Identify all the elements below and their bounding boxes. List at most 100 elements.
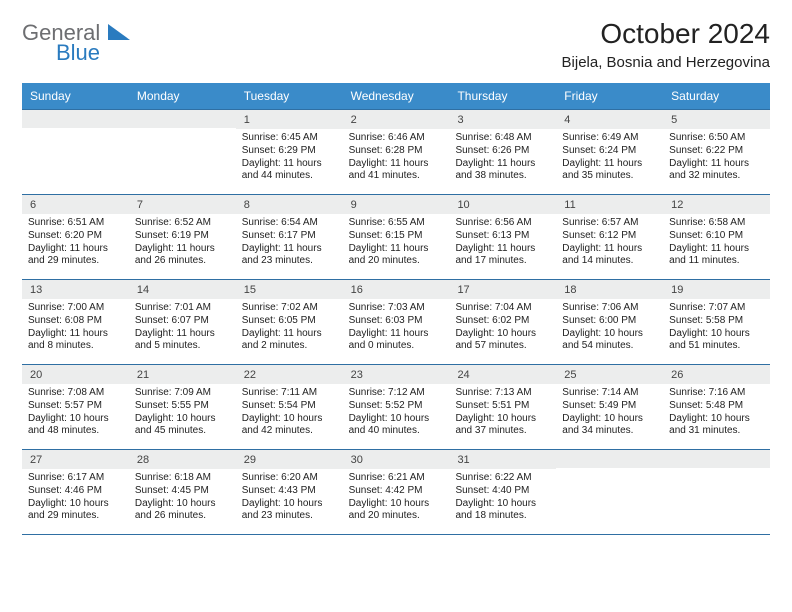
day-details: Sunrise: 6:55 AMSunset: 6:15 PMDaylight:… — [343, 214, 450, 272]
sunset-text: Sunset: 6:00 PM — [562, 315, 657, 328]
day-number: 7 — [129, 195, 236, 214]
sunrise-text: Sunrise: 6:21 AM — [349, 472, 444, 485]
calendar: Sunday Monday Tuesday Wednesday Thursday… — [22, 83, 770, 535]
sunset-text: Sunset: 4:46 PM — [28, 485, 123, 498]
daylight-text: Daylight: 10 hours and 23 minutes. — [242, 498, 337, 524]
day-number: 3 — [449, 110, 556, 129]
sunset-text: Sunset: 6:26 PM — [455, 145, 550, 158]
daylight-text: Daylight: 10 hours and 51 minutes. — [669, 328, 764, 354]
day-number — [663, 450, 770, 468]
day-cell: 17Sunrise: 7:04 AMSunset: 6:02 PMDayligh… — [449, 280, 556, 364]
sunrise-text: Sunrise: 7:00 AM — [28, 302, 123, 315]
daylight-text: Daylight: 11 hours and 20 minutes. — [349, 243, 444, 269]
sunrise-text: Sunrise: 7:09 AM — [135, 387, 230, 400]
day-details: Sunrise: 6:17 AMSunset: 4:46 PMDaylight:… — [22, 469, 129, 527]
calendar-page: General Blue October 2024 Bijela, Bosnia… — [0, 0, 792, 612]
sunset-text: Sunset: 5:48 PM — [669, 400, 764, 413]
day-number: 22 — [236, 365, 343, 384]
week-row: 13Sunrise: 7:00 AMSunset: 6:08 PMDayligh… — [22, 280, 770, 365]
day-cell: 9Sunrise: 6:55 AMSunset: 6:15 PMDaylight… — [343, 195, 450, 279]
sunset-text: Sunset: 6:13 PM — [455, 230, 550, 243]
day-cell: 19Sunrise: 7:07 AMSunset: 5:58 PMDayligh… — [663, 280, 770, 364]
day-cell: 1Sunrise: 6:45 AMSunset: 6:29 PMDaylight… — [236, 110, 343, 194]
day-details: Sunrise: 7:00 AMSunset: 6:08 PMDaylight:… — [22, 299, 129, 357]
sunrise-text: Sunrise: 6:56 AM — [455, 217, 550, 230]
day-details: Sunrise: 7:02 AMSunset: 6:05 PMDaylight:… — [236, 299, 343, 357]
sunrise-text: Sunrise: 6:20 AM — [242, 472, 337, 485]
sunset-text: Sunset: 4:43 PM — [242, 485, 337, 498]
sunset-text: Sunset: 6:17 PM — [242, 230, 337, 243]
sunrise-text: Sunrise: 7:02 AM — [242, 302, 337, 315]
sunrise-text: Sunrise: 7:13 AM — [455, 387, 550, 400]
daylight-text: Daylight: 10 hours and 34 minutes. — [562, 413, 657, 439]
sunset-text: Sunset: 6:08 PM — [28, 315, 123, 328]
day-number: 9 — [343, 195, 450, 214]
sunset-text: Sunset: 6:15 PM — [349, 230, 444, 243]
daylight-text: Daylight: 10 hours and 18 minutes. — [455, 498, 550, 524]
day-number — [556, 450, 663, 468]
day-cell: 16Sunrise: 7:03 AMSunset: 6:03 PMDayligh… — [343, 280, 450, 364]
day-details: Sunrise: 7:14 AMSunset: 5:49 PMDaylight:… — [556, 384, 663, 442]
day-cell: 31Sunrise: 6:22 AMSunset: 4:40 PMDayligh… — [449, 450, 556, 534]
day-cell: 4Sunrise: 6:49 AMSunset: 6:24 PMDaylight… — [556, 110, 663, 194]
day-number — [129, 110, 236, 128]
sunrise-text: Sunrise: 6:54 AM — [242, 217, 337, 230]
day-cell: 24Sunrise: 7:13 AMSunset: 5:51 PMDayligh… — [449, 365, 556, 449]
sunset-text: Sunset: 4:40 PM — [455, 485, 550, 498]
sunset-text: Sunset: 6:02 PM — [455, 315, 550, 328]
day-details: Sunrise: 7:01 AMSunset: 6:07 PMDaylight:… — [129, 299, 236, 357]
sunrise-text: Sunrise: 6:55 AM — [349, 217, 444, 230]
day-details: Sunrise: 7:04 AMSunset: 6:02 PMDaylight:… — [449, 299, 556, 357]
daylight-text: Daylight: 10 hours and 45 minutes. — [135, 413, 230, 439]
sunrise-text: Sunrise: 7:04 AM — [455, 302, 550, 315]
sunset-text: Sunset: 6:22 PM — [669, 145, 764, 158]
daylight-text: Daylight: 11 hours and 35 minutes. — [562, 158, 657, 184]
month-title: October 2024 — [562, 18, 770, 50]
sunrise-text: Sunrise: 7:14 AM — [562, 387, 657, 400]
day-cell — [22, 110, 129, 194]
day-cell: 13Sunrise: 7:00 AMSunset: 6:08 PMDayligh… — [22, 280, 129, 364]
day-cell: 15Sunrise: 7:02 AMSunset: 6:05 PMDayligh… — [236, 280, 343, 364]
day-details: Sunrise: 7:13 AMSunset: 5:51 PMDaylight:… — [449, 384, 556, 442]
day-details: Sunrise: 6:49 AMSunset: 6:24 PMDaylight:… — [556, 129, 663, 187]
sunset-text: Sunset: 4:45 PM — [135, 485, 230, 498]
day-number: 17 — [449, 280, 556, 299]
sunset-text: Sunset: 6:28 PM — [349, 145, 444, 158]
sunset-text: Sunset: 5:49 PM — [562, 400, 657, 413]
day-number: 2 — [343, 110, 450, 129]
sunrise-text: Sunrise: 6:50 AM — [669, 132, 764, 145]
daylight-text: Daylight: 10 hours and 20 minutes. — [349, 498, 444, 524]
day-number: 16 — [343, 280, 450, 299]
day-details: Sunrise: 7:12 AMSunset: 5:52 PMDaylight:… — [343, 384, 450, 442]
sunset-text: Sunset: 6:19 PM — [135, 230, 230, 243]
day-header: Monday — [129, 83, 236, 109]
day-cell — [556, 450, 663, 534]
day-header: Saturday — [663, 83, 770, 109]
day-header: Sunday — [22, 83, 129, 109]
daylight-text: Daylight: 10 hours and 31 minutes. — [669, 413, 764, 439]
daylight-text: Daylight: 11 hours and 17 minutes. — [455, 243, 550, 269]
week-row: 20Sunrise: 7:08 AMSunset: 5:57 PMDayligh… — [22, 365, 770, 450]
day-number: 13 — [22, 280, 129, 299]
daylight-text: Daylight: 10 hours and 54 minutes. — [562, 328, 657, 354]
day-details: Sunrise: 6:50 AMSunset: 6:22 PMDaylight:… — [663, 129, 770, 187]
logo: General Blue — [22, 18, 130, 64]
sunrise-text: Sunrise: 7:08 AM — [28, 387, 123, 400]
day-header: Friday — [556, 83, 663, 109]
day-details: Sunrise: 6:21 AMSunset: 4:42 PMDaylight:… — [343, 469, 450, 527]
sunset-text: Sunset: 6:05 PM — [242, 315, 337, 328]
day-number: 31 — [449, 450, 556, 469]
day-number: 27 — [22, 450, 129, 469]
day-number: 26 — [663, 365, 770, 384]
sunrise-text: Sunrise: 6:49 AM — [562, 132, 657, 145]
day-cell: 10Sunrise: 6:56 AMSunset: 6:13 PMDayligh… — [449, 195, 556, 279]
day-details: Sunrise: 6:52 AMSunset: 6:19 PMDaylight:… — [129, 214, 236, 272]
day-details: Sunrise: 7:11 AMSunset: 5:54 PMDaylight:… — [236, 384, 343, 442]
sunrise-text: Sunrise: 6:46 AM — [349, 132, 444, 145]
day-details: Sunrise: 6:54 AMSunset: 6:17 PMDaylight:… — [236, 214, 343, 272]
sunrise-text: Sunrise: 7:07 AM — [669, 302, 764, 315]
daylight-text: Daylight: 10 hours and 48 minutes. — [28, 413, 123, 439]
day-number: 18 — [556, 280, 663, 299]
location-label: Bijela, Bosnia and Herzegovina — [562, 54, 770, 71]
day-cell: 18Sunrise: 7:06 AMSunset: 6:00 PMDayligh… — [556, 280, 663, 364]
